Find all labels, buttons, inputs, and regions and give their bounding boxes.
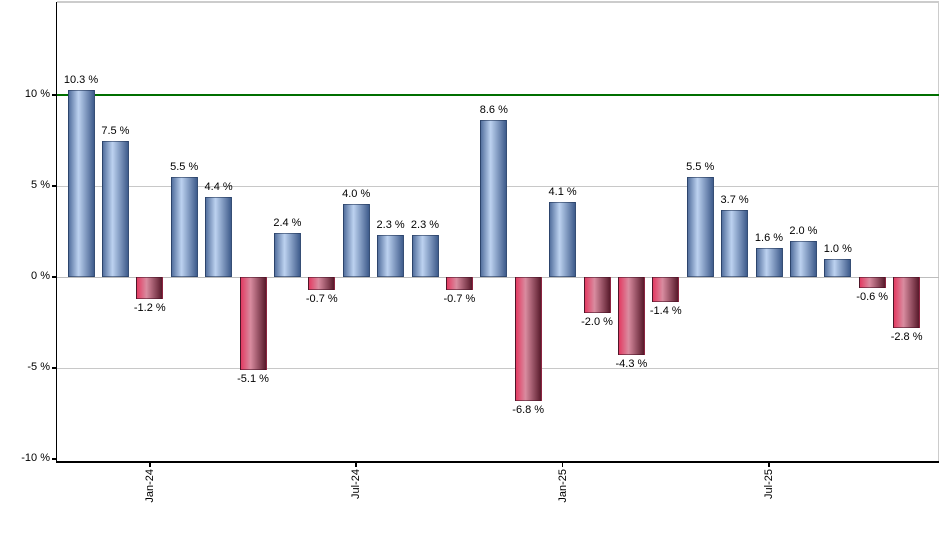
x-tick-mark bbox=[355, 462, 357, 467]
bar-value-label: 10.3 % bbox=[63, 73, 99, 86]
bar-value-label: -4.3 % bbox=[615, 358, 648, 371]
bar-Sep-25 bbox=[824, 258, 852, 277]
bar-Feb-24 bbox=[170, 176, 198, 277]
bar-value-label: -0.7 % bbox=[305, 292, 338, 305]
y-tick-label: 0 % bbox=[31, 270, 50, 282]
bar-value-label: -6.8 % bbox=[512, 403, 545, 416]
bar-May-25 bbox=[686, 176, 714, 277]
bar-Dec-24 bbox=[514, 277, 542, 401]
x-tick-mark bbox=[561, 462, 564, 467]
bar-Jun-24 bbox=[308, 277, 336, 290]
y-tick-mark bbox=[52, 276, 57, 278]
bar-Mar-25 bbox=[617, 277, 645, 356]
bar-value-label: -1.2 % bbox=[133, 301, 166, 314]
y-tick-label: -5 % bbox=[27, 361, 50, 373]
bar-value-label: 2.4 % bbox=[273, 217, 302, 230]
plot-top-border bbox=[57, 1, 939, 3]
bar-value-label: 1.6 % bbox=[754, 231, 784, 244]
bar-Jul-24 bbox=[342, 204, 370, 277]
y-axis-line bbox=[55, 2, 58, 463]
bar-value-label: 4.1 % bbox=[548, 186, 577, 199]
bar-value-label: 4.4 % bbox=[204, 180, 233, 193]
bar-Oct-25 bbox=[858, 277, 886, 288]
bar-Sep-24 bbox=[411, 235, 439, 277]
bar-value-label: 5.5 % bbox=[686, 160, 715, 173]
bar-value-label: 8.6 % bbox=[479, 104, 508, 117]
bar-value-label: -0.6 % bbox=[856, 290, 889, 303]
gridline-0pct bbox=[57, 276, 939, 278]
bar-value-label: 2.3 % bbox=[376, 219, 405, 232]
bar-value-label: 2.0 % bbox=[789, 224, 818, 237]
x-tick-mark bbox=[149, 462, 151, 467]
bar-Oct-24 bbox=[445, 277, 473, 290]
highlight-gridline-10pct bbox=[57, 94, 939, 96]
x-tick-label-Jan-25: Jan-25 bbox=[556, 469, 569, 503]
bar-Nov-24 bbox=[480, 120, 508, 277]
bar-Aug-24 bbox=[377, 235, 405, 277]
y-tick-mark bbox=[52, 185, 57, 187]
x-axis-line bbox=[55, 461, 939, 463]
y-tick-label: -10 % bbox=[21, 452, 50, 464]
y-tick-mark bbox=[52, 367, 57, 369]
bar-Jan-25 bbox=[549, 202, 577, 277]
bar-value-label: -1.4 % bbox=[649, 305, 682, 318]
x-tick-label-Jul-24: Jul-24 bbox=[350, 469, 363, 499]
y-tick-label: 5 % bbox=[31, 179, 50, 191]
y-tick-mark bbox=[52, 94, 57, 96]
bar-Mar-24 bbox=[205, 196, 233, 277]
bar-value-label: 1.0 % bbox=[823, 242, 852, 255]
x-tick-mark bbox=[768, 462, 770, 467]
bar-Apr-24 bbox=[239, 277, 267, 370]
bar-value-label: 7.5 % bbox=[101, 124, 130, 137]
y-tick-mark bbox=[52, 458, 57, 460]
bar-value-label: 5.5 % bbox=[170, 160, 199, 173]
plot-right-border bbox=[937, 2, 939, 462]
bar-Jun-25 bbox=[721, 209, 749, 277]
bar-Nov-23 bbox=[67, 89, 95, 277]
bar-Apr-25 bbox=[652, 277, 680, 303]
bar-value-label: 2.3 % bbox=[410, 219, 440, 232]
x-tick-label-Jul-25: Jul-25 bbox=[763, 469, 775, 499]
bar-Aug-25 bbox=[789, 240, 817, 277]
bar-value-label: -5.1 % bbox=[237, 372, 269, 385]
x-tick-label-Jan-24: Jan-24 bbox=[143, 469, 156, 503]
bar-May-24 bbox=[273, 233, 301, 277]
bar-Dec-23 bbox=[101, 140, 129, 277]
bar-value-label: -2.8 % bbox=[890, 330, 923, 343]
bar-Jul-25 bbox=[755, 247, 783, 277]
gridline--5pct bbox=[57, 367, 939, 369]
bar-value-label: 4.0 % bbox=[342, 188, 371, 201]
bar-value-label: 3.7 % bbox=[720, 193, 749, 206]
bar-value-label: -2.0 % bbox=[581, 316, 613, 329]
bar-Nov-25 bbox=[893, 277, 921, 328]
bar-Feb-25 bbox=[583, 277, 611, 314]
y-tick-label: 10 % bbox=[24, 88, 50, 100]
bar-Jan-24 bbox=[136, 277, 164, 299]
bar-value-label: -0.7 % bbox=[443, 292, 476, 305]
